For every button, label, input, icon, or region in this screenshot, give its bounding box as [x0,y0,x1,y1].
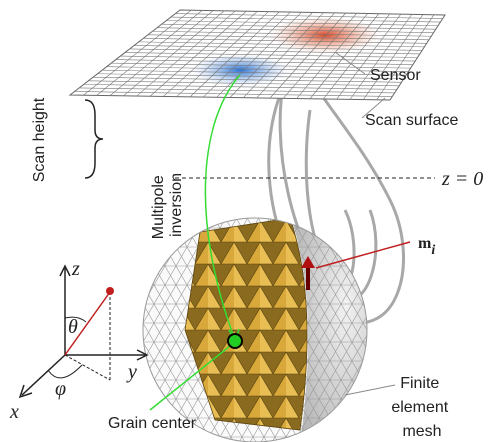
diagram: Sensor Scan surface Scan height z = 0 Mu… [0,0,498,442]
moment-subscript: i [431,243,435,258]
multipole-line: inversion [168,173,185,237]
axis-y-label: y [126,361,137,383]
moment-symbol: m [418,235,432,252]
scan-surface-label: Scan surface [365,112,458,129]
z-zero-label: z = 0 [441,168,483,190]
scan-surface [70,10,445,100]
mesh-line: Finite [400,375,439,392]
phi-label: φ [55,378,66,400]
mesh-label: Finite element mesh [391,375,452,440]
multipole-line: Multipole [150,175,167,239]
theta-label: θ [68,316,78,338]
mesh-line: element [391,399,448,416]
mesh-line: mesh [402,423,441,440]
brace [85,100,103,178]
multipole-label: Multipole inversion [150,171,185,239]
moment-label: mi [418,235,435,258]
axis-x-label: x [9,401,19,423]
grain-center-label: Grain center [108,415,197,432]
axis-z-label: z [71,258,80,280]
grain-center-dot [228,334,242,348]
scan-height-label: Scan height [31,97,48,182]
sensor-label: Sensor [370,67,421,84]
